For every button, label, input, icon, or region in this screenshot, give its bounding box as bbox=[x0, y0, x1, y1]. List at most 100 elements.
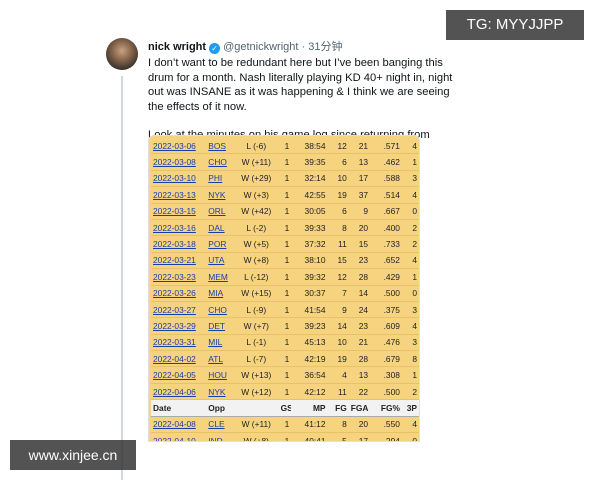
table-cell: 30:37 bbox=[291, 285, 328, 302]
table-cell: .652 bbox=[370, 252, 402, 270]
table-row: 2022-03-15 ORL W (+42) 1 30:05 6 9.667 0 bbox=[151, 203, 419, 220]
table-cell[interactable]: 2022-03-26 bbox=[151, 285, 207, 302]
table-row: 2022-03-13 NYK W (+3) 1 42:55 19 37.514 4 bbox=[151, 186, 419, 204]
table-cell[interactable]: ATL bbox=[206, 350, 234, 368]
table-cell[interactable]: UTA bbox=[206, 252, 234, 270]
table-cell: 1 bbox=[401, 268, 419, 286]
table-cell[interactable]: NYK bbox=[206, 186, 234, 204]
table-cell: 12 bbox=[327, 268, 349, 286]
table-cell[interactable]: PHI bbox=[206, 170, 234, 188]
table-cell: 1 bbox=[278, 383, 292, 401]
table-cell: 39:23 bbox=[291, 317, 328, 335]
table-cell: L (-1) bbox=[233, 334, 279, 352]
table-cell[interactable]: IND bbox=[206, 432, 234, 441]
table-cell[interactable]: 2022-04-08 bbox=[151, 416, 207, 434]
table-cell[interactable]: MEM bbox=[206, 268, 234, 286]
table-row: 2022-03-10 PHI W (+29) 1 32:14 10 17.588 3 bbox=[151, 170, 419, 188]
table-cell: .588 bbox=[370, 170, 402, 188]
table-cell[interactable]: POR bbox=[206, 235, 234, 253]
table-cell[interactable]: 2022-03-21 bbox=[151, 252, 207, 270]
table-cell: 3 bbox=[401, 301, 419, 319]
table-cell: 39:35 bbox=[291, 153, 328, 171]
table-cell[interactable]: 2022-03-16 bbox=[151, 219, 207, 237]
table-cell: .400 bbox=[370, 219, 402, 237]
tweet-time[interactable]: · 31分钟 bbox=[301, 41, 343, 53]
table-header-cell: GS bbox=[278, 399, 292, 417]
table-cell[interactable]: CHO bbox=[206, 301, 234, 319]
table-cell: .429 bbox=[370, 268, 402, 286]
table-cell: .679 bbox=[370, 350, 402, 368]
table-row: 2022-04-08 CLE W (+11) 1 41:12 8 20.550 4 bbox=[151, 416, 419, 434]
table-cell[interactable]: DAL bbox=[206, 219, 234, 237]
table-cell: 9 bbox=[348, 203, 371, 220]
table-header-cell: FGA bbox=[348, 399, 371, 417]
table-cell: 2 bbox=[401, 235, 419, 253]
table-cell: W (+5) bbox=[233, 235, 279, 253]
table-cell[interactable]: CHO bbox=[206, 153, 234, 171]
table-cell[interactable]: 2022-03-08 bbox=[151, 153, 207, 171]
table-cell[interactable]: 2022-03-06 bbox=[151, 138, 207, 155]
attached-image[interactable]: 2022-03-06 BOS L (-6) 1 38:54 12 21.571 4 2022-0… bbox=[148, 135, 420, 442]
table-cell: .476 bbox=[370, 334, 402, 352]
table-cell[interactable]: 2022-04-06 bbox=[151, 383, 207, 401]
table-row: 2022-03-16 DAL L (-2) 1 39:33 8 20.400 2 bbox=[151, 219, 419, 237]
table-cell[interactable]: 2022-03-15 bbox=[151, 203, 207, 220]
table-cell: 38:54 bbox=[291, 138, 328, 155]
table-header-cell: FG% bbox=[370, 399, 402, 417]
table-header-cell: FG bbox=[327, 399, 349, 417]
table-row: 2022-03-21 UTA W (+8) 1 38:10 15 23.652 4 bbox=[151, 252, 419, 270]
table-cell: 8 bbox=[327, 416, 349, 434]
table-cell[interactable]: CLE bbox=[206, 416, 234, 434]
table-row: 2022-03-27 CHO L (-9) 1 41:54 9 24.375 3 bbox=[151, 301, 419, 319]
author-handle[interactable]: @getnickwright bbox=[223, 41, 299, 53]
table-cell: 14 bbox=[327, 317, 349, 335]
thread-line bbox=[121, 76, 123, 480]
table-cell[interactable]: 2022-04-02 bbox=[151, 350, 207, 368]
table-cell[interactable]: MIL bbox=[206, 334, 234, 352]
table-cell: 6 bbox=[327, 203, 349, 220]
table-cell: 0 bbox=[401, 432, 419, 441]
table-cell: 0 bbox=[401, 203, 419, 220]
table-cell[interactable]: 2022-03-31 bbox=[151, 334, 207, 352]
table-cell: 1 bbox=[278, 235, 292, 253]
table-header-cell: Date bbox=[151, 399, 207, 417]
table-cell[interactable]: DET bbox=[206, 317, 234, 335]
table-cell[interactable]: 2022-03-10 bbox=[151, 170, 207, 188]
table-cell: 30:05 bbox=[291, 203, 328, 220]
table-cell: 1 bbox=[278, 317, 292, 335]
table-cell[interactable]: 2022-03-29 bbox=[151, 317, 207, 335]
table-cell[interactable]: 2022-03-13 bbox=[151, 186, 207, 204]
table-cell: 2 bbox=[401, 383, 419, 401]
table-row: 2022-04-10 IND W (+8) 1 40:41 5 17.294 0 bbox=[151, 432, 419, 441]
table-cell[interactable]: 2022-04-05 bbox=[151, 366, 207, 384]
tweet-text: I don’t want to be redundant here but I’… bbox=[148, 56, 458, 172]
table-cell: 1 bbox=[278, 170, 292, 188]
table-cell[interactable]: ORL bbox=[206, 203, 234, 220]
table-cell[interactable]: MIA bbox=[206, 285, 234, 302]
table-cell: 22 bbox=[348, 383, 371, 401]
table-cell[interactable]: NYK bbox=[206, 383, 234, 401]
table-cell[interactable]: 2022-04-10 bbox=[151, 432, 207, 441]
table-cell: .294 bbox=[370, 432, 402, 441]
table-cell: 4 bbox=[327, 366, 349, 384]
table-cell: 42:12 bbox=[291, 383, 328, 401]
table-cell: 0 bbox=[401, 285, 419, 302]
table-cell[interactable]: HOU bbox=[206, 366, 234, 384]
table-cell[interactable]: 2022-03-18 bbox=[151, 235, 207, 253]
table-cell: 36:54 bbox=[291, 366, 328, 384]
table-cell: 8 bbox=[401, 350, 419, 368]
table-cell[interactable]: 2022-03-23 bbox=[151, 268, 207, 286]
table-cell: 1 bbox=[278, 268, 292, 286]
table-cell: 3 bbox=[401, 334, 419, 352]
table-cell: 13 bbox=[348, 366, 371, 384]
table-cell: 1 bbox=[278, 432, 292, 441]
avatar[interactable] bbox=[106, 38, 138, 70]
author-name[interactable]: nick wright bbox=[148, 41, 207, 53]
table-cell: 1 bbox=[278, 366, 292, 384]
table-cell: 45:13 bbox=[291, 334, 328, 352]
table-cell: 4 bbox=[401, 317, 419, 335]
table-cell[interactable]: 2022-03-27 bbox=[151, 301, 207, 319]
table-cell[interactable]: BOS bbox=[206, 138, 234, 155]
table-cell: 1 bbox=[278, 334, 292, 352]
